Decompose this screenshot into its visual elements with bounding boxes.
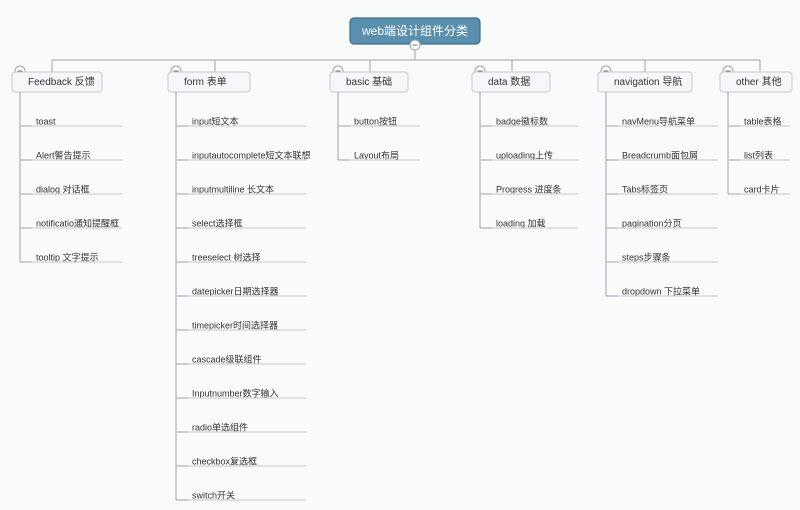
item-data-3[interactable]: loading 加载 <box>496 217 546 228</box>
item-form-1[interactable]: inputautocomplete短文本联想 <box>192 149 311 160</box>
root-node[interactable]: web端设计组件分类 <box>350 18 480 50</box>
item-navigation-3[interactable]: pagination分页 <box>622 218 682 228</box>
item-feedback-2[interactable]: dialog 对话框 <box>36 183 90 194</box>
item-other-2[interactable]: card卡片 <box>744 183 780 194</box>
item-form-5[interactable]: datepicker日期选择器 <box>192 285 279 296</box>
mindmap-canvas: web端设计组件分类 Feedback 反馈 toast Alert警告提示 dialo… <box>0 0 800 510</box>
item-basic-1[interactable]: Layout布局 <box>354 149 399 160</box>
item-form-9[interactable]: radio单选组件 <box>192 421 248 432</box>
item-form-7[interactable]: cascade级联组件 <box>192 353 262 364</box>
item-form-11[interactable]: switch开关 <box>192 489 235 500</box>
category-navigation[interactable]: navigation 导航 navMenu导航菜单 Breadcrumb面包屑 Tab… <box>598 66 718 296</box>
category-data[interactable]: data 数据 badge徽标数 uploading上传 Progress 进度条 lo… <box>472 66 578 228</box>
item-navigation-1[interactable]: Breadcrumb面包屑 <box>622 149 698 160</box>
category-basic-label: basic 基础 <box>346 75 392 88</box>
item-feedback-3[interactable]: notificatio通知提醒框 <box>36 217 119 228</box>
item-navigation-4[interactable]: steps步骤条 <box>622 251 671 262</box>
item-data-0[interactable]: badge徽标数 <box>496 115 548 126</box>
item-data-1[interactable]: uploading上传 <box>496 149 553 160</box>
item-feedback-4[interactable]: tooltip 文字提示 <box>36 251 99 262</box>
item-other-1[interactable]: list列表 <box>744 149 773 160</box>
category-other-label: other 其他 <box>736 75 782 88</box>
category-other[interactable]: other 其他 table表格 list列表 card卡片 <box>720 66 792 194</box>
item-form-3[interactable]: select选择框 <box>192 217 243 228</box>
item-navigation-2[interactable]: Tabs标签页 <box>622 183 668 194</box>
category-feedback[interactable]: Feedback 反馈 toast Alert警告提示 dialog 对话框 notif… <box>12 66 122 262</box>
category-form-label: form 表单 <box>184 75 227 88</box>
item-basic-0[interactable]: button按钮 <box>354 115 397 126</box>
item-form-2[interactable]: inputmultiline 长文本 <box>192 183 274 194</box>
item-form-4[interactable]: treeselect 树选择 <box>192 251 261 262</box>
category-basic[interactable]: basic 基础 button按钮 Layout布局 <box>330 66 420 160</box>
item-feedback-0[interactable]: toast <box>36 116 56 126</box>
item-form-0[interactable]: input短文本 <box>192 115 239 126</box>
item-feedback-1[interactable]: Alert警告提示 <box>36 149 91 160</box>
item-form-8[interactable]: Inputnumber数字输入 <box>192 387 279 398</box>
category-feedback-label: Feedback 反馈 <box>28 75 95 88</box>
item-navigation-0[interactable]: navMenu导航菜单 <box>622 115 695 126</box>
item-form-10[interactable]: checkbox复选框 <box>192 455 257 466</box>
root-label: web端设计组件分类 <box>361 24 468 38</box>
item-other-0[interactable]: table表格 <box>744 115 782 126</box>
item-navigation-5[interactable]: dropdown 下拉菜单 <box>622 285 700 296</box>
category-data-label: data 数据 <box>488 75 530 88</box>
category-form[interactable]: form 表单 input短文本 inputautocomplete短文本联想 inp… <box>168 66 311 500</box>
item-form-6[interactable]: timepicker时间选择器 <box>192 319 278 330</box>
category-navigation-label: navigation 导航 <box>614 75 682 88</box>
item-data-2[interactable]: Progress 进度条 <box>496 183 562 194</box>
root-collapse-icon[interactable] <box>410 40 420 50</box>
